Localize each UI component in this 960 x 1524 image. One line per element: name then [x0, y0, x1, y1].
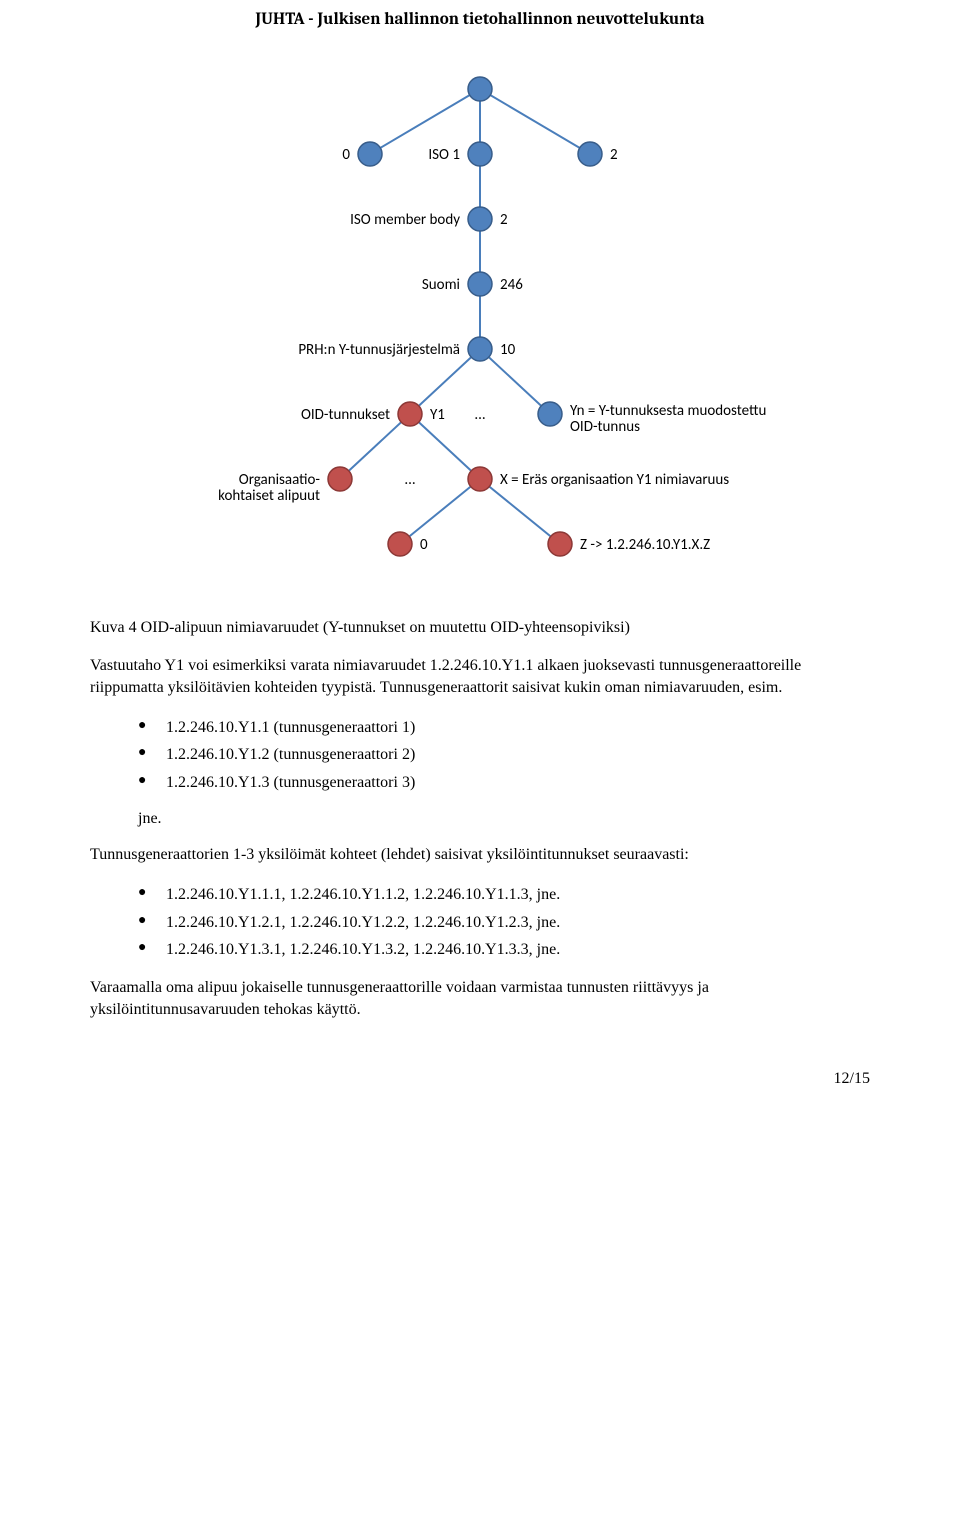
oid-tree-diagram: 0 ISO 1 2 ISO member body 2 Suomi 246 PRH:n Y-t…: [180, 59, 780, 579]
svg-text:kohtaiset alipuut: kohtaiset alipuut: [218, 487, 320, 505]
svg-text:OID-tunnukset: OID-tunnukset: [301, 406, 390, 424]
page-header: JUHTA - Julkisen hallinnon tietohallinno…: [90, 10, 870, 29]
svg-text:...: ...: [474, 406, 485, 424]
list-item: 1.2.246.10.Y1.2.1, 1.2.246.10.Y1.2.2, 1.…: [138, 909, 870, 936]
svg-text:ISO member body: ISO member body: [350, 211, 460, 229]
svg-text:Suomi: Suomi: [422, 276, 460, 294]
svg-text:246: 246: [500, 276, 523, 294]
list-item: 1.2.246.10.Y1.3.1, 1.2.246.10.Y1.3.2, 1.…: [138, 936, 870, 963]
leaf-list: 1.2.246.10.Y1.1.1, 1.2.246.10.Y1.1.2, 1.…: [138, 881, 870, 963]
list-item: 1.2.246.10.Y1.1 (tunnusgeneraattori 1): [138, 714, 870, 741]
svg-text:X = Eräs organisaation Y1 nimi: X = Eräs organisaation Y1 nimiavaruus: [500, 471, 729, 489]
paragraph-2: Tunnusgeneraattorien 1-3 yksilöimät koht…: [90, 844, 870, 866]
figure-caption: Kuva 4 OID-alipuun nimiavaruudet (Y-tunn…: [90, 619, 870, 637]
list-item: 1.2.246.10.Y1.1.1, 1.2.246.10.Y1.1.2, 1.…: [138, 881, 870, 908]
paragraph-1: Vastuutaho Y1 voi esimerkiksi varata nim…: [90, 655, 870, 698]
list-item: 1.2.246.10.Y1.3 (tunnusgeneraattori 3): [138, 769, 870, 796]
page-number: 12/15: [90, 1070, 870, 1088]
svg-text:2: 2: [500, 211, 508, 229]
svg-text:10: 10: [500, 341, 516, 359]
svg-text:2: 2: [610, 146, 618, 164]
svg-text:ISO 1: ISO 1: [428, 146, 460, 164]
svg-text:Z -> 1.2.246.10.Y1.X.Z: Z -> 1.2.246.10.Y1.X.Z: [580, 536, 710, 554]
etc-label: jne.: [138, 810, 870, 828]
svg-text:0: 0: [342, 146, 350, 164]
svg-text:...: ...: [404, 471, 415, 489]
generator-list: 1.2.246.10.Y1.1 (tunnusgeneraattori 1)1.…: [138, 714, 870, 796]
svg-text:OID-tunnus: OID-tunnus: [570, 418, 640, 436]
list-item: 1.2.246.10.Y1.2 (tunnusgeneraattori 2): [138, 741, 870, 768]
svg-text:PRH:n Y-tunnusjärjestelmä: PRH:n Y-tunnusjärjestelmä: [298, 341, 460, 359]
svg-text:0: 0: [420, 536, 428, 554]
paragraph-3: Varaamalla oma alipuu jokaiselle tunnusg…: [90, 977, 870, 1020]
svg-text:Y1: Y1: [430, 406, 445, 424]
